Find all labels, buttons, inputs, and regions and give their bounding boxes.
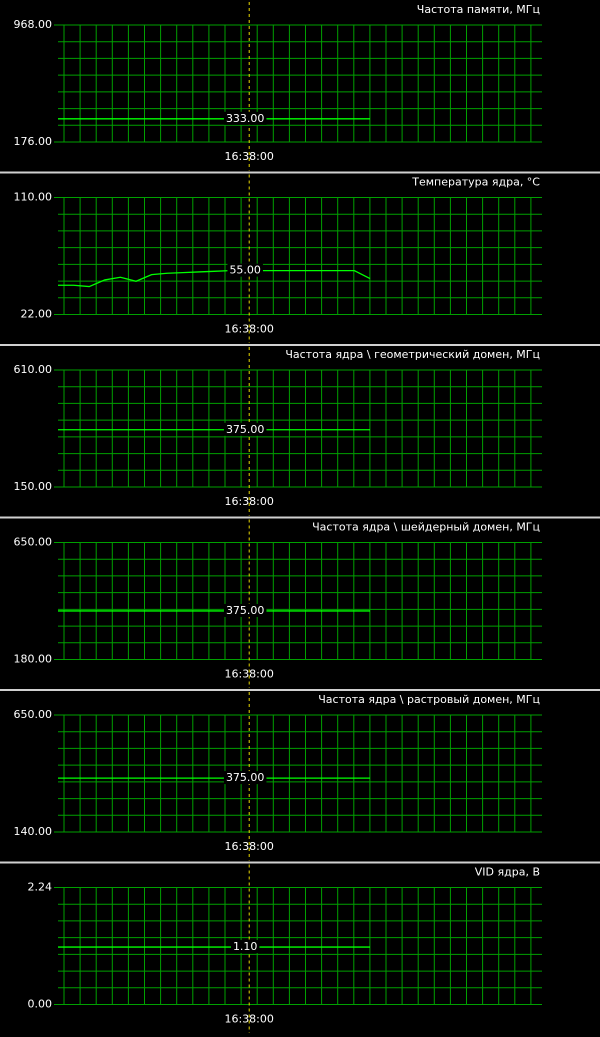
value-label-bg xyxy=(223,422,267,436)
y-tick-label: 110.00 xyxy=(14,191,53,204)
y-tick-label: 140.00 xyxy=(14,825,53,838)
panel-title: Частота ядра \ растровый домен, МГц xyxy=(318,693,540,706)
value-label: 1.10 xyxy=(233,940,258,953)
y-tick-label: 2.24 xyxy=(28,881,53,894)
x-tick-label: 16:38:00 xyxy=(224,150,273,163)
x-tick-label: 16:38:00 xyxy=(224,668,273,681)
x-tick-label: 16:38:00 xyxy=(224,840,273,853)
y-tick-label: 650.00 xyxy=(14,708,53,721)
value-label: 55.00 xyxy=(229,264,261,277)
value-label-bg xyxy=(223,111,267,125)
value-label: 375.00 xyxy=(226,771,265,784)
data-line xyxy=(58,269,371,288)
panel-title: Температура ядра, °C xyxy=(411,176,540,189)
panel-title: Частота ядра \ шейдерный домен, МГц xyxy=(312,521,540,534)
value-label-bg xyxy=(230,940,260,954)
value-label-bg xyxy=(223,771,267,785)
y-tick-label: 180.00 xyxy=(14,653,53,666)
y-tick-label: 0.00 xyxy=(28,998,53,1011)
y-tick-label: 150.00 xyxy=(14,480,53,493)
value-label-bg xyxy=(223,603,267,617)
y-tick-label: 650.00 xyxy=(14,536,53,549)
value-label: 375.00 xyxy=(226,423,265,436)
x-tick-label: 16:38:00 xyxy=(224,323,273,336)
panel-title: Частота ядра \ геометрический домен, МГц xyxy=(285,348,540,361)
y-tick-label: 610.00 xyxy=(14,363,53,376)
panel-title: VID ядра, В xyxy=(475,866,540,879)
panel-title: Частота памяти, МГц xyxy=(417,3,540,16)
value-label: 375.00 xyxy=(226,604,265,617)
y-tick-label: 176.00 xyxy=(14,135,53,148)
y-tick-label: 968.00 xyxy=(14,18,53,31)
y-tick-label: 22.00 xyxy=(21,308,53,321)
x-tick-label: 16:38:00 xyxy=(224,495,273,508)
value-label: 333.00 xyxy=(226,112,265,125)
x-tick-label: 16:38:00 xyxy=(224,1013,273,1026)
value-label-bg xyxy=(227,263,263,277)
